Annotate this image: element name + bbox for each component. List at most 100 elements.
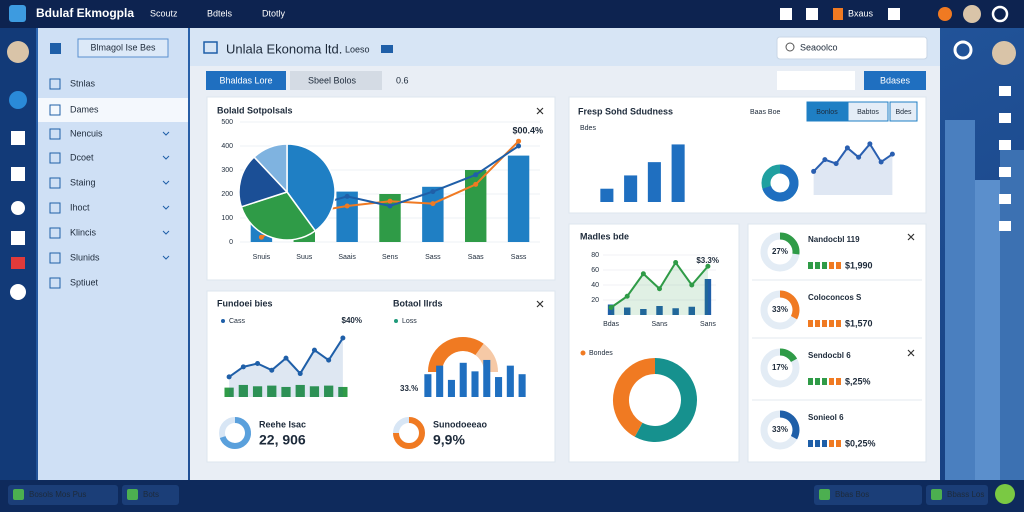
nav-item[interactable]: Dtotly xyxy=(262,8,286,18)
taskbar-label: Bbas Bos xyxy=(835,490,869,499)
x-tick-label: Saas xyxy=(468,254,484,261)
tab-label: Babtos xyxy=(857,109,879,116)
taskbar-icon xyxy=(931,489,942,500)
kpi-square xyxy=(836,440,841,447)
menu-icon xyxy=(49,277,61,289)
taskbar-label: Bbass Los xyxy=(947,490,984,499)
kpi-square xyxy=(815,320,820,327)
point xyxy=(516,138,522,144)
card-title: Botaol llrds xyxy=(393,298,443,308)
tab[interactable] xyxy=(889,101,918,122)
point xyxy=(283,355,289,361)
legend: Loss xyxy=(402,318,417,325)
taskbar-icon xyxy=(127,489,138,500)
point xyxy=(297,371,303,377)
menu-item[interactable]: Sptiuet xyxy=(70,277,99,287)
kpi-amount: $0,25% xyxy=(845,438,876,448)
taskbar-item[interactable] xyxy=(8,485,118,505)
taskbar-item[interactable] xyxy=(814,485,922,505)
sidebar-button-label: Blmagol Ise Bes xyxy=(90,42,156,52)
legend-dot xyxy=(580,350,586,356)
y-tick-label: 40 xyxy=(591,282,599,289)
tab[interactable] xyxy=(806,101,848,122)
menu-item[interactable]: Stnlas xyxy=(70,78,96,88)
nav-item[interactable]: Bdtels xyxy=(207,8,233,18)
filter-label: Sbeel Bolos xyxy=(308,75,357,85)
window-tag: Loeso xyxy=(345,44,370,54)
taskbar-button[interactable] xyxy=(995,484,1015,504)
date-box[interactable] xyxy=(777,71,855,90)
kpi-square xyxy=(829,378,834,385)
x-tick-label: Sens xyxy=(382,254,398,261)
menu-icon xyxy=(49,252,61,264)
bar xyxy=(224,387,234,397)
x-tick-label: Sans xyxy=(652,321,668,328)
kpi-square xyxy=(836,320,841,327)
taskbar-label: Bots xyxy=(143,490,159,499)
menu-item[interactable]: Dames xyxy=(70,104,99,114)
point xyxy=(833,161,839,167)
action-label: Bdases xyxy=(880,75,911,85)
bar xyxy=(647,162,661,202)
bar xyxy=(338,386,348,397)
menu-item[interactable]: Staing xyxy=(70,177,96,187)
menu-icon xyxy=(49,104,61,116)
status[interactable]: Bxaus xyxy=(848,8,874,18)
x-tick-label: Bdas xyxy=(603,321,619,328)
filter-dropdown[interactable] xyxy=(290,71,382,90)
search-box[interactable] xyxy=(776,36,928,60)
sidebar-button[interactable] xyxy=(77,38,169,58)
annotation: 33.% xyxy=(400,384,418,393)
ring-arc xyxy=(779,348,798,363)
legend-dot xyxy=(394,319,398,323)
bar xyxy=(483,359,491,397)
kpi-square xyxy=(822,378,827,385)
menu-item[interactable]: Slunids xyxy=(70,252,100,262)
y-tick-label: 300 xyxy=(221,167,233,174)
kpi-square xyxy=(836,262,841,269)
kpi-percent: 17% xyxy=(772,363,788,372)
point xyxy=(340,335,346,341)
pie-slice xyxy=(253,143,288,194)
bar xyxy=(295,384,305,397)
point xyxy=(344,193,350,199)
point xyxy=(255,361,261,366)
close-icons[interactable] xyxy=(536,107,915,357)
bar xyxy=(267,385,277,397)
primary-button[interactable] xyxy=(206,71,286,90)
chevron xyxy=(162,155,170,160)
kpi-amount: $1,570 xyxy=(845,318,873,328)
ring-segment xyxy=(634,358,697,442)
menu-item[interactable]: Nencuis xyxy=(70,128,103,138)
menu-icon xyxy=(49,202,61,214)
kpi-square xyxy=(836,378,841,385)
chevron xyxy=(162,131,170,136)
point xyxy=(516,143,522,149)
gauge-arc xyxy=(428,337,484,373)
kpi-name: Sendocbl 6 xyxy=(808,351,851,360)
pie-slice xyxy=(240,191,317,241)
menu-icon xyxy=(49,128,61,140)
y-tick-label: 400 xyxy=(221,143,233,150)
action-button[interactable] xyxy=(864,71,926,90)
bar xyxy=(252,386,263,397)
menu-item[interactable]: Klincis xyxy=(70,227,97,237)
bar xyxy=(623,307,631,315)
legend: Cass xyxy=(229,318,245,325)
y-tick-label: 200 xyxy=(221,191,233,198)
tab[interactable] xyxy=(847,101,889,122)
x-tick-label: Suus xyxy=(296,254,312,261)
bar xyxy=(459,362,467,397)
chevron xyxy=(162,205,170,210)
kpi-name: Sonieol 6 xyxy=(808,413,844,422)
bar xyxy=(518,374,526,397)
nav-item[interactable]: Scoutz xyxy=(150,8,178,18)
ring-arc xyxy=(779,410,800,440)
kpi-name: Coloconcos S xyxy=(808,293,862,302)
bar xyxy=(379,194,401,242)
menu-item[interactable]: Dcoet xyxy=(70,152,94,162)
point xyxy=(822,157,828,163)
point xyxy=(430,189,436,195)
top-icons xyxy=(780,5,1009,23)
menu-item[interactable]: Ihoct xyxy=(70,202,90,212)
